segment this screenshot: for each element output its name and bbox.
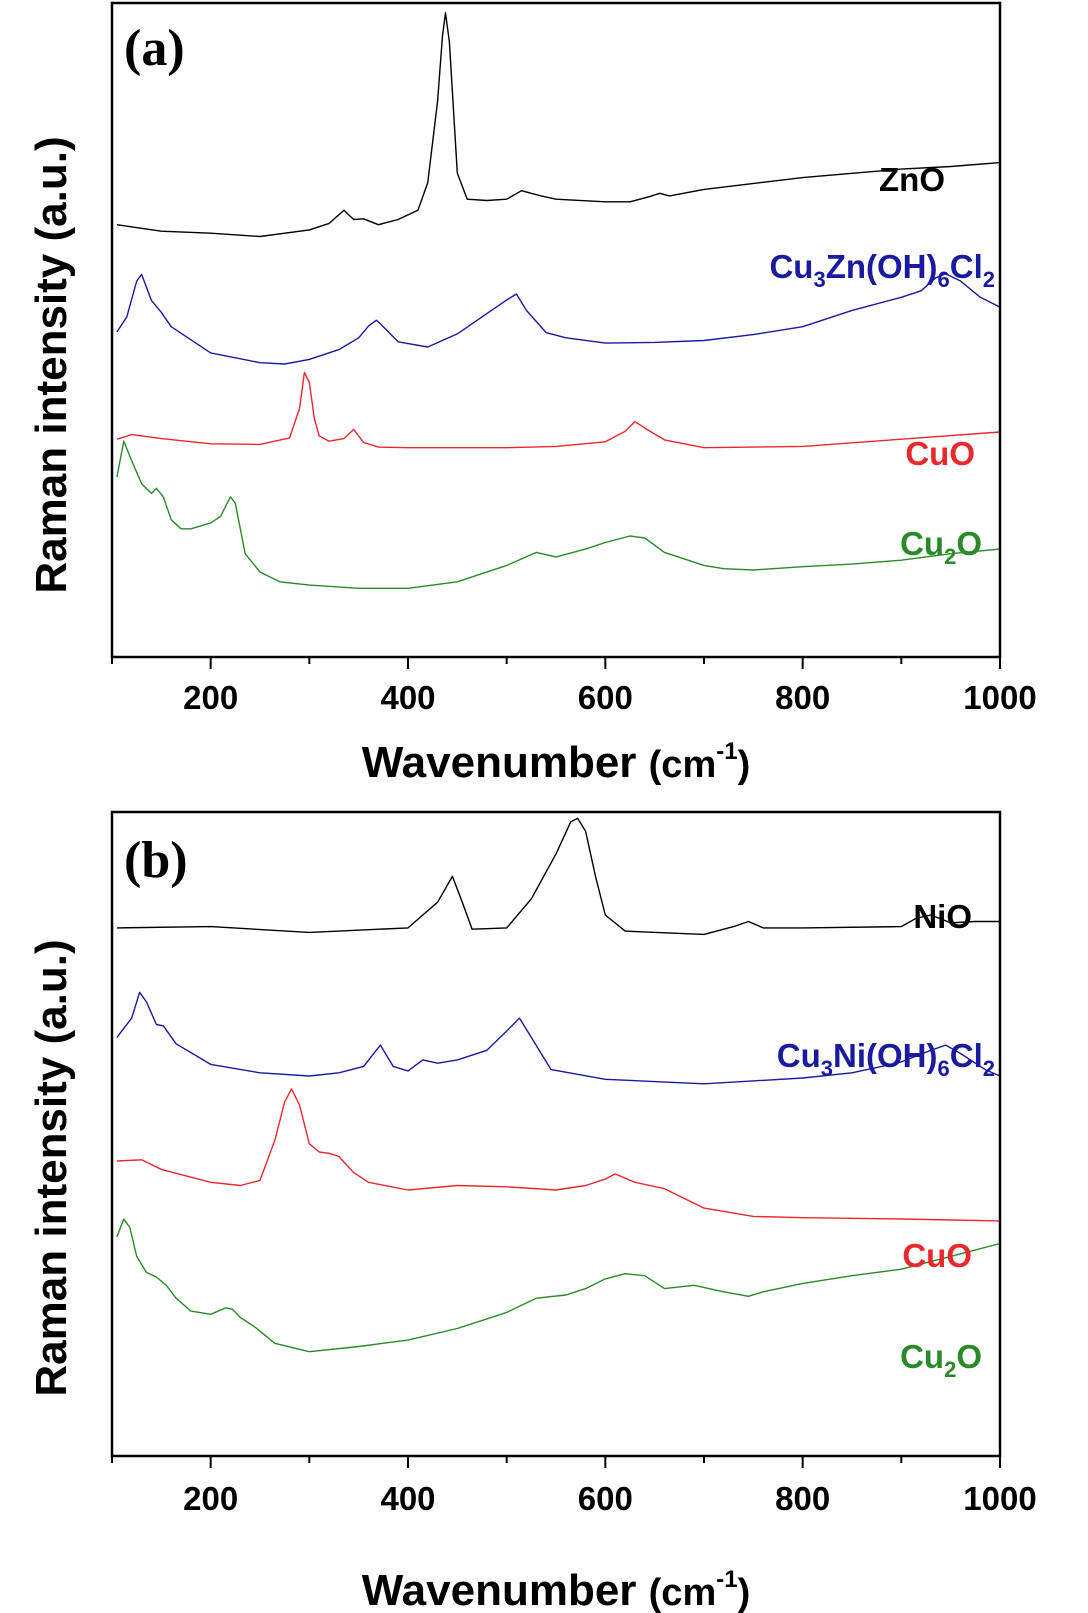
series-line-3	[116, 1218, 1001, 1353]
x-tick-label: 200	[183, 1480, 238, 1517]
x-tick-label: 400	[380, 1480, 435, 1517]
x-tick-label: 600	[578, 1480, 633, 1517]
x-axis-unit-exponent: -1	[716, 738, 737, 765]
series-label-subscript: 2	[983, 267, 995, 292]
series-label-text: ZnO	[879, 161, 945, 198]
y-axis-label: Raman intensity (a.u.)	[27, 136, 76, 593]
x-axis-unit-close: )	[738, 744, 751, 786]
series-line-3	[116, 440, 1001, 589]
series-line-0	[116, 12, 1001, 238]
series-label-subscript: 2	[944, 1357, 956, 1382]
series-label-2: CuO	[905, 435, 975, 472]
panel-a: 200 400 600 800 1000 Wavenumber (cm-1) Raman i…	[27, 1, 1037, 787]
series-label-text: Ni(OH)	[833, 1037, 937, 1074]
x-axis-label: Wavenumber (cm-1)	[362, 1566, 750, 1613]
x-tick-label: 600	[578, 679, 633, 716]
series-label-text: Cu	[777, 1037, 821, 1074]
series-label-3: Cu2O	[900, 525, 982, 569]
series-label-text: O	[956, 1338, 982, 1375]
series-label-text: CuO	[905, 435, 975, 472]
y-axis-label: Raman intensity (a.u.)	[27, 939, 76, 1396]
series-line-2	[116, 1088, 1001, 1222]
series-label-subscript: 6	[938, 267, 950, 292]
series-label-subscript: 6	[938, 1056, 950, 1081]
panel-b: 200 400 600 800 1000 Wavenumber (cm-1) Raman i…	[27, 810, 1037, 1613]
x-axis-title: Wavenumber	[362, 738, 649, 787]
x-axis-unit: (cm	[649, 744, 717, 786]
x-axis-title: Wavenumber	[362, 1566, 649, 1613]
x-tick-label: 1000	[963, 679, 1036, 716]
series-label-text: Cu	[900, 1338, 944, 1375]
plot-frame	[110, 1, 1002, 659]
series-label-text: Cl	[950, 1037, 983, 1074]
series-line-0	[116, 817, 1000, 936]
series-label-text: Cu	[900, 525, 944, 562]
x-axis-label: Wavenumber (cm-1)	[362, 738, 750, 787]
series-label-subscript: 3	[813, 267, 825, 292]
series-label-subscript: 2	[983, 1056, 995, 1081]
series-label-text: Cu	[769, 248, 813, 285]
series-label-text: NiO	[913, 898, 972, 935]
series-label-subscript: 2	[944, 544, 956, 569]
series-label-3: Cu2O	[900, 1338, 982, 1382]
series-line-1	[116, 991, 1001, 1085]
series-label-0: NiO	[913, 898, 972, 935]
panel-label: (b)	[124, 832, 188, 889]
plot-frame	[110, 810, 1002, 1458]
series-label-text: CuO	[902, 1237, 972, 1274]
series-line-1	[116, 273, 1001, 365]
x-tick-label: 1000	[963, 1480, 1036, 1517]
x-axis-unit: (cm	[649, 1572, 717, 1613]
series-label-2: CuO	[902, 1237, 972, 1274]
panel-label: (a)	[124, 20, 185, 77]
x-tick-label: 400	[380, 679, 435, 716]
x-tick-label: 200	[183, 679, 238, 716]
x-axis-unit-exponent: -1	[716, 1566, 737, 1593]
series-line-2	[116, 371, 1001, 449]
series-label-0: ZnO	[879, 161, 945, 198]
series-label-text: Cl	[950, 248, 983, 285]
series-label-text: O	[956, 525, 982, 562]
series-label-1: Cu3Ni(OH)6Cl2	[777, 1037, 995, 1081]
x-tick-label: 800	[775, 679, 830, 716]
x-tick-label: 800	[775, 1480, 830, 1517]
x-axis-unit-close: )	[738, 1572, 751, 1613]
series-label-subscript: 3	[821, 1056, 833, 1081]
series-label-text: Zn(OH)	[826, 248, 938, 285]
series-label-1: Cu3Zn(OH)6Cl2	[769, 248, 995, 292]
